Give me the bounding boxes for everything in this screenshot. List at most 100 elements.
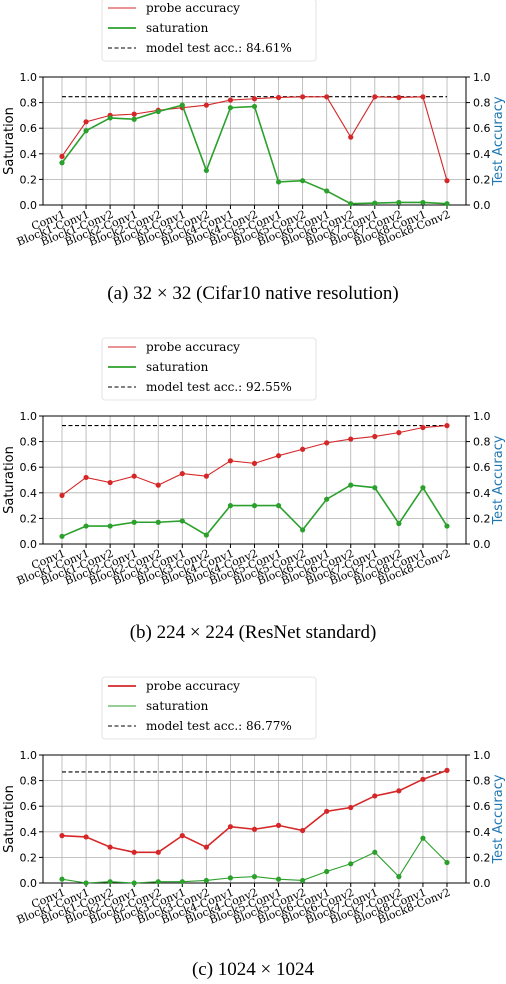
y-right-tick-label: 0.0 (473, 538, 491, 551)
data-point (107, 879, 113, 885)
data-point (227, 458, 234, 464)
data-point (300, 178, 306, 184)
data-point (59, 533, 65, 539)
data-point (348, 482, 354, 488)
data-point (444, 523, 450, 529)
data-point (203, 877, 209, 884)
data-point (203, 473, 209, 479)
y-right-tick-label: 0.8 (473, 775, 491, 788)
data-point (107, 115, 113, 121)
data-point (300, 446, 306, 452)
data-point (203, 167, 209, 174)
data-point (396, 430, 402, 436)
data-point (131, 111, 137, 117)
y-right-tick-label: 0.6 (473, 800, 491, 813)
y-tick-label: 0.8 (20, 775, 38, 788)
data-point (59, 160, 65, 166)
legend-label: probe accuracy (146, 679, 240, 693)
data-point (179, 102, 185, 108)
data-point (155, 482, 161, 488)
data-point (324, 808, 330, 814)
y-axis-right-label: Test Accuracy (491, 435, 506, 525)
data-point (251, 96, 258, 102)
data-point (420, 199, 426, 206)
data-point (275, 94, 282, 101)
data-point (348, 436, 354, 442)
y-tick-label: 0.8 (20, 97, 38, 110)
y-right-tick-label: 0.4 (473, 826, 491, 839)
data-point (396, 874, 402, 880)
chart-panel-1: 0.0 0.0 0.2 0.2 0.4 0.4 0.6 0.6 0.8 0.8 1.0 1.0 Satu… (2, 0, 506, 304)
data-point (444, 767, 450, 773)
y-right-tick-label: 0.4 (473, 487, 491, 500)
data-point (179, 471, 185, 477)
data-point (131, 473, 137, 479)
data-point (420, 424, 426, 431)
data-point (372, 849, 378, 855)
y-right-tick-label: 0.8 (473, 436, 491, 449)
data-point (179, 518, 185, 524)
data-point (396, 94, 402, 101)
data-point (83, 128, 89, 134)
data-point (59, 833, 65, 839)
y-tick-label: 0.8 (20, 436, 38, 449)
data-point (324, 94, 330, 100)
data-point (444, 201, 450, 207)
data-point (444, 178, 450, 184)
data-point (251, 826, 258, 832)
data-point (444, 423, 450, 429)
data-point (396, 199, 402, 206)
data-point (324, 188, 330, 194)
grid (43, 415, 466, 545)
y-tick-label: 1.0 (20, 71, 38, 84)
data-point (251, 103, 258, 110)
data-point (275, 822, 282, 829)
y-axis-right-label: Test Accuracy (491, 774, 506, 864)
data-point (348, 134, 354, 140)
legend-label: saturation (146, 21, 209, 35)
data-point (348, 201, 354, 207)
data-point (155, 519, 161, 525)
data-point (203, 102, 209, 108)
y-right-tick-label: 0.8 (473, 97, 491, 110)
grid (43, 754, 466, 884)
y-axis-label: Saturation (2, 446, 17, 514)
data-point (107, 844, 113, 850)
y-right-tick-label: 1.0 (473, 71, 491, 84)
data-point (131, 116, 137, 122)
y-tick-label: 0.4 (20, 148, 38, 161)
data-point (275, 876, 282, 882)
legend-label: model test acc.: 92.55% (146, 380, 292, 394)
y-right-tick-label: 0.6 (473, 122, 491, 135)
y-right-tick-label: 0.6 (473, 461, 491, 474)
data-point (179, 879, 185, 885)
legend-box (101, 0, 317, 62)
figure-caption: (c) 1024 × 1024 (192, 959, 315, 980)
y-tick-label: 0.2 (20, 512, 38, 525)
y-tick-label: 0.6 (20, 461, 38, 474)
series-saturation (59, 835, 450, 886)
chart-panel-3: 0.0 0.0 0.2 0.2 0.4 0.4 0.6 0.6 0.8 0.8 1.0 1.0 Satu… (2, 676, 506, 980)
data-point (227, 824, 234, 830)
y-tick-label: 0.4 (20, 826, 38, 839)
y-tick-label: 0.6 (20, 800, 38, 813)
y-right-tick-label: 0.2 (473, 512, 491, 525)
y-right-tick-label: 1.0 (473, 749, 491, 762)
y-tick-label: 1.0 (20, 749, 38, 762)
data-point (420, 94, 426, 100)
chart-panel-2: 0.0 0.0 0.2 0.2 0.4 0.4 0.6 0.6 0.8 0.8 1.0 1.0 Satu… (2, 337, 506, 643)
data-point (227, 97, 234, 103)
data-point (107, 479, 113, 486)
data-point (227, 503, 234, 509)
y-tick-label: 0.0 (20, 877, 38, 890)
data-point (251, 503, 258, 509)
data-point (131, 880, 137, 886)
data-point (348, 804, 354, 811)
data-point (227, 105, 234, 111)
legend: probe accuracy saturation model test acc.:… (101, 676, 317, 740)
y-right-tick-label: 0.0 (473, 877, 491, 890)
series-probe-accuracy (59, 423, 450, 498)
data-point (324, 440, 330, 446)
data-point (131, 849, 137, 855)
